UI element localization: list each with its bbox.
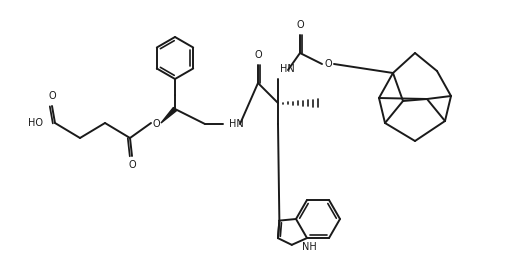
Text: O: O — [128, 160, 136, 170]
Text: O: O — [254, 50, 262, 60]
Text: HN: HN — [280, 64, 295, 74]
Polygon shape — [161, 107, 176, 123]
Text: NH: NH — [302, 242, 317, 252]
Text: HO: HO — [28, 118, 43, 128]
Text: O: O — [48, 91, 56, 101]
Text: HN: HN — [229, 119, 244, 129]
Text: O: O — [296, 20, 304, 30]
Text: O: O — [324, 59, 332, 69]
Text: O: O — [152, 119, 160, 129]
